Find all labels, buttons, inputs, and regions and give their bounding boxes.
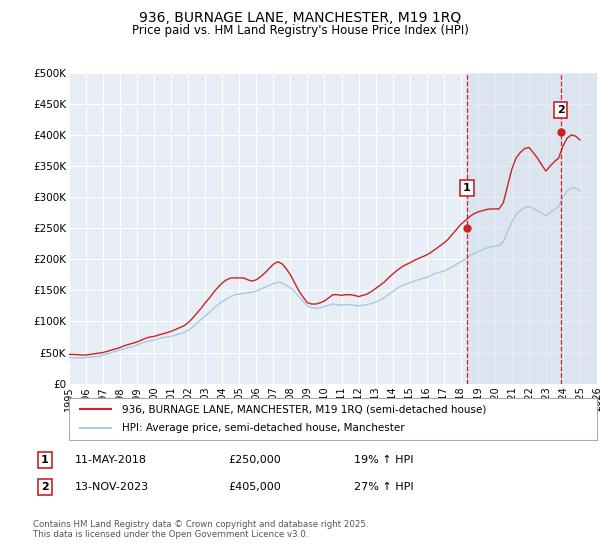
Text: 936, BURNAGE LANE, MANCHESTER, M19 1RQ: 936, BURNAGE LANE, MANCHESTER, M19 1RQ (139, 11, 461, 25)
Text: 1: 1 (41, 455, 49, 465)
Text: 19% ↑ HPI: 19% ↑ HPI (354, 455, 413, 465)
Text: HPI: Average price, semi-detached house, Manchester: HPI: Average price, semi-detached house,… (122, 423, 404, 433)
Bar (467, 73, 597, 384)
Text: 936, BURNAGE LANE, MANCHESTER, M19 1RQ (semi-detached house): 936, BURNAGE LANE, MANCHESTER, M19 1RQ (… (122, 404, 486, 414)
Text: £250,000: £250,000 (228, 455, 281, 465)
Text: Price paid vs. HM Land Registry's House Price Index (HPI): Price paid vs. HM Land Registry's House … (131, 24, 469, 37)
Text: 11-MAY-2018: 11-MAY-2018 (75, 455, 147, 465)
Text: 2: 2 (41, 482, 49, 492)
Text: £405,000: £405,000 (228, 482, 281, 492)
Text: 13-NOV-2023: 13-NOV-2023 (75, 482, 149, 492)
Text: 2: 2 (557, 105, 565, 115)
Text: Contains HM Land Registry data © Crown copyright and database right 2025.
This d: Contains HM Land Registry data © Crown c… (33, 520, 368, 539)
Text: 27% ↑ HPI: 27% ↑ HPI (354, 482, 413, 492)
Text: 1: 1 (463, 183, 471, 193)
